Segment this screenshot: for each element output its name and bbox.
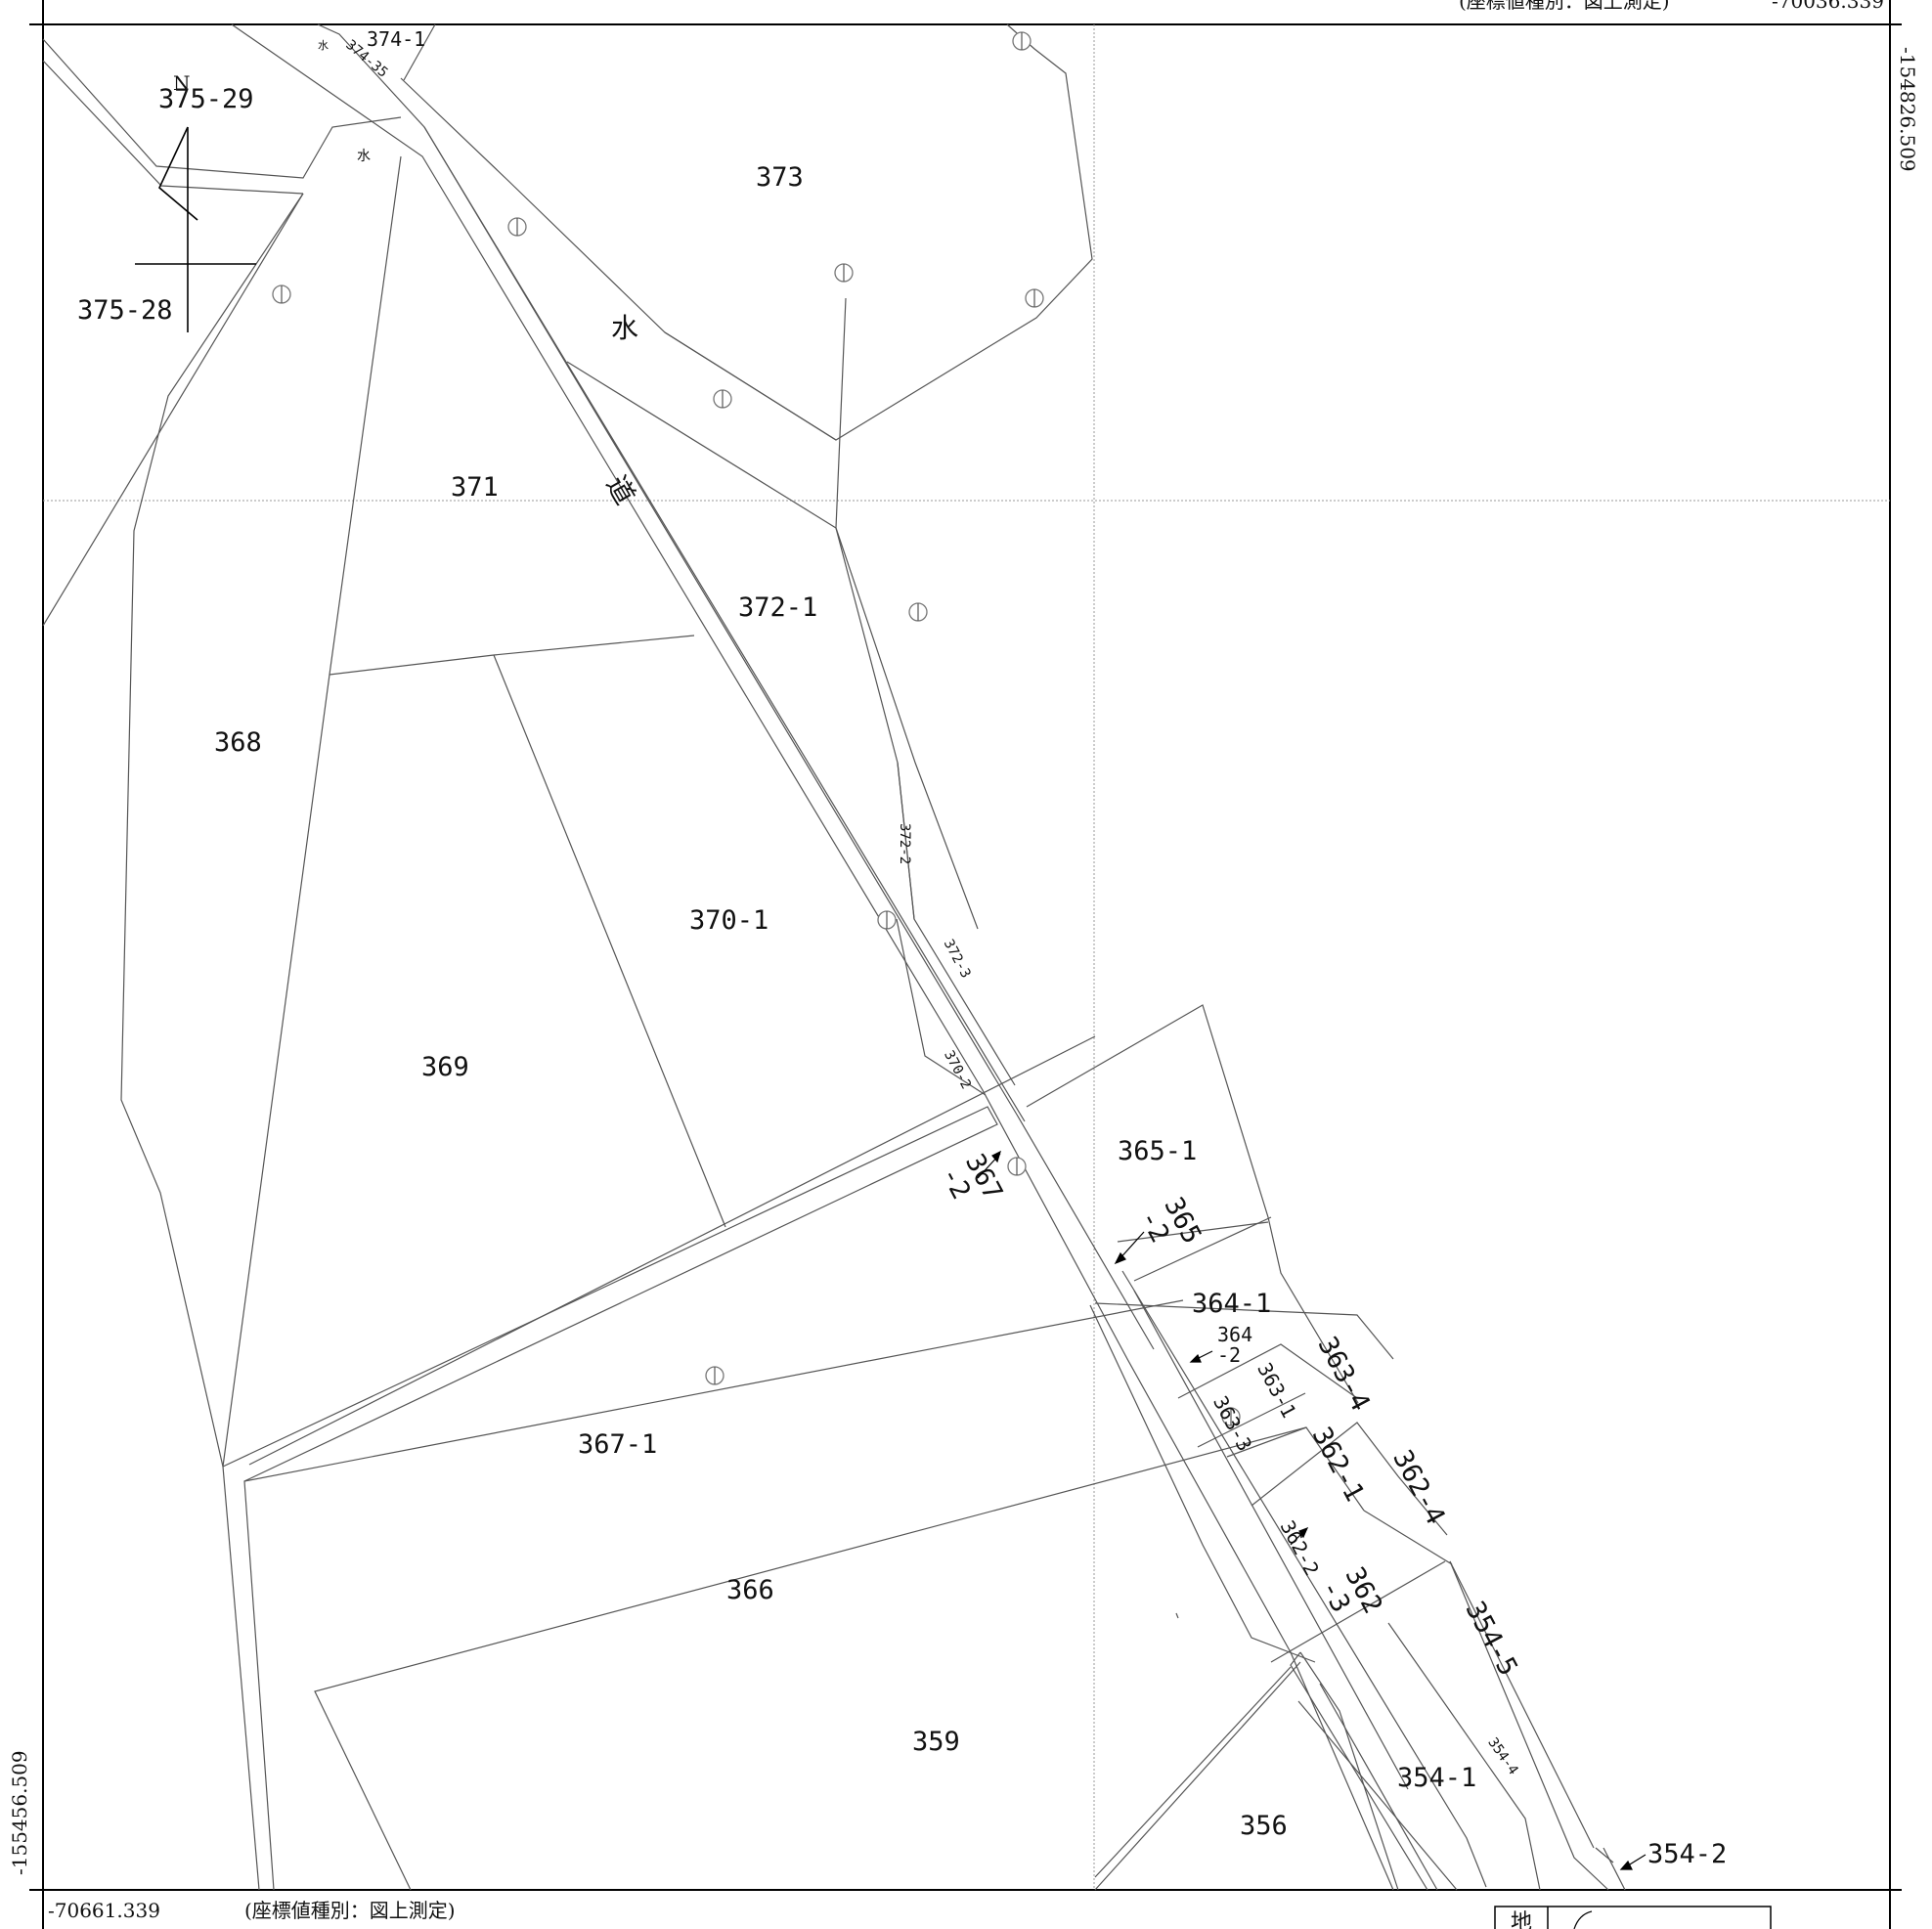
lot-373: 373	[756, 162, 804, 193]
lot-375-29: 375-29	[158, 84, 254, 114]
water-label-2: 水	[357, 149, 371, 164]
left-y-coordinate: -155456.509	[8, 1750, 31, 1875]
lot-368: 368	[214, 727, 262, 758]
lot-364-1: 364-1	[1192, 1289, 1271, 1319]
boundary-markers	[272, 31, 1241, 1426]
lot-372-2: 372-2	[897, 823, 912, 864]
lot-369: 369	[421, 1052, 469, 1082]
lot-362-3: 362-3	[1314, 1562, 1387, 1632]
lot-363-4: 363-4	[1311, 1332, 1376, 1416]
lot-362-2: 362-2	[1276, 1516, 1324, 1579]
parcel-boundaries	[42, 23, 1626, 1891]
lot-362-1: 362-1	[1306, 1423, 1371, 1507]
lot-359: 359	[912, 1727, 960, 1757]
legend-box: 地	[1494, 1906, 1772, 1929]
feature-labels: 水 水 水 道	[318, 39, 641, 510]
lot-365-1: 365-1	[1118, 1136, 1197, 1166]
top-coordinate-type: (座標値種別：図上測定)	[1459, 0, 1670, 13]
water-label-3: 水	[318, 39, 329, 52]
lot-356: 356	[1240, 1811, 1288, 1841]
lot-374-1: 374-1	[367, 27, 425, 51]
lot-365-2: 365-2	[1133, 1193, 1207, 1262]
bottom-coordinate-type: (座標値種別：図上測定)	[244, 1899, 456, 1922]
coordinate-labels: (座標値種別：図上測定) -70036.339 -154826.509 -155…	[8, 0, 1919, 1922]
lot-363-1: 363-1	[1252, 1359, 1300, 1422]
lot-364-2: 364 -2	[1217, 1323, 1252, 1367]
lot-375-28: 375-28	[77, 295, 173, 326]
right-y-coordinate: -154826.509	[1896, 47, 1919, 172]
water-label-1: 水	[611, 312, 638, 344]
north-arrow: N	[135, 71, 256, 332]
map-frame	[29, 0, 1902, 1929]
coordinate-grid	[43, 24, 1890, 1890]
lot-372-3: 372-3	[941, 937, 974, 981]
lot-371: 371	[451, 472, 499, 503]
lot-367-1: 367-1	[578, 1429, 657, 1460]
lot-354-1: 354-1	[1397, 1763, 1476, 1793]
leader-arrows	[977, 1150, 1647, 1870]
lot-372-1: 372-1	[738, 592, 817, 623]
lot-363-3: 363-3	[1208, 1392, 1256, 1455]
lot-354-5: 354-5	[1459, 1597, 1523, 1681]
lot-370-1: 370-1	[689, 905, 768, 936]
lot-366: 366	[726, 1575, 774, 1605]
lot-354-2: 354-2	[1647, 1839, 1727, 1869]
top-right-x-coordinate: -70036.339	[1772, 0, 1884, 13]
lot-362-4: 362-4	[1386, 1445, 1451, 1529]
bottom-left-x-coordinate: -70661.339	[48, 1899, 160, 1922]
north-arrow-label: N	[173, 71, 191, 95]
lot-354-4: 354-4	[1484, 1735, 1520, 1778]
legend-char: 地	[1511, 1910, 1532, 1929]
